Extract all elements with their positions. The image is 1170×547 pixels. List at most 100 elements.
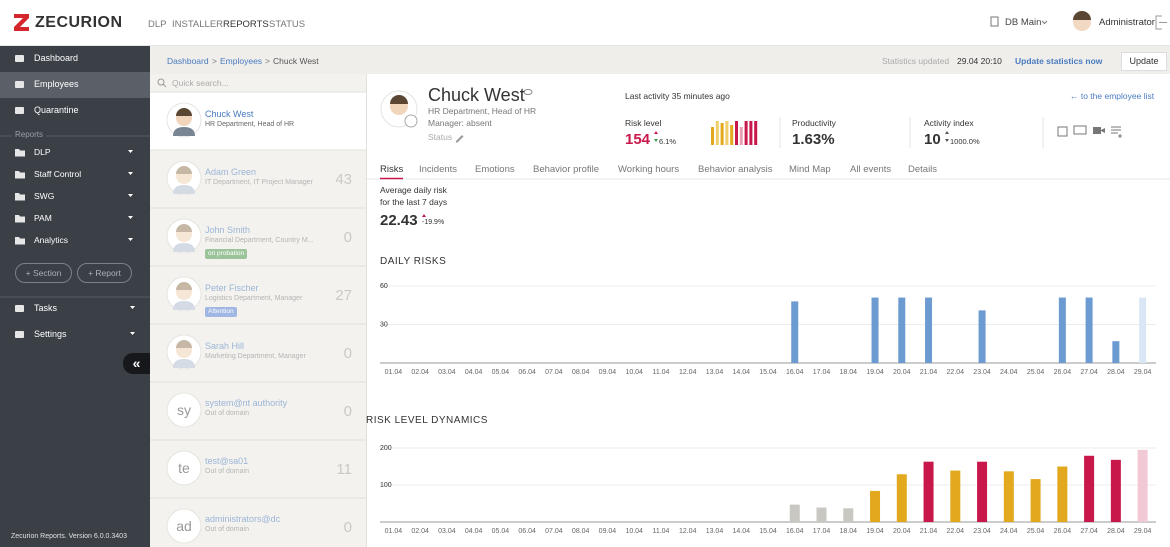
x-tick-label: 05.04 [492, 369, 510, 376]
tab[interactable]: Behavior analysis [698, 164, 773, 175]
tool-icon [1111, 126, 1122, 138]
bar [898, 297, 906, 363]
mini-bar [730, 125, 734, 145]
breadcrumb-item[interactable]: Employees [220, 56, 263, 66]
mini-bar [739, 127, 743, 145]
breadcrumb-separator: > [212, 56, 217, 66]
employee-name[interactable]: Peter Fischer [205, 283, 259, 293]
menu-item[interactable]: PAM [34, 213, 52, 223]
employee-name[interactable]: test@sa01 [205, 456, 249, 466]
bar [843, 508, 854, 522]
x-tick-label: 03.04 [438, 528, 456, 535]
add-section[interactable]: + Section [15, 263, 72, 283]
x-tick-label: 12.04 [679, 528, 697, 535]
tab[interactable]: Details [908, 164, 938, 175]
tab[interactable]: Risks [380, 164, 404, 175]
x-tick-label: 06.04 [518, 528, 536, 535]
tab[interactable]: All events [850, 164, 892, 175]
x-tick-label: 29.04 [1134, 528, 1152, 535]
menu-item[interactable]: Quarantine [34, 105, 79, 115]
x-tick-label: 04.04 [465, 369, 483, 376]
profile-status[interactable]: Status [428, 132, 453, 142]
back-link[interactable]: ← to the employee list [1070, 91, 1155, 101]
x-tick-label: 01.04 [385, 528, 403, 535]
employee-name[interactable]: administrators@dc [205, 514, 281, 524]
update-link[interactable]: Update statistics now [1015, 56, 1103, 66]
tab[interactable]: Emotions [475, 164, 515, 175]
employee-name[interactable]: John Smith [205, 225, 251, 235]
tool-icon [1073, 125, 1087, 135]
profile-name: Chuck West [428, 85, 525, 105]
breadcrumb-item: Chuck West [273, 56, 319, 66]
bar [977, 461, 988, 522]
y-tick-label: 200 [380, 445, 392, 452]
x-tick-label: 12.04 [679, 369, 697, 376]
x-tick-label: 23.04 [973, 369, 991, 376]
breadcrumb-item[interactable]: Dashboard [167, 56, 209, 66]
bar [1110, 459, 1121, 522]
add-report[interactable]: + Report [77, 263, 132, 283]
bar [1112, 341, 1120, 363]
employee-name[interactable]: Sarah Hill [205, 341, 245, 351]
version: Zecurion Reports. Version 6.0.0.3403 [11, 533, 127, 540]
bar [1085, 297, 1093, 363]
tab[interactable]: Incidents [419, 164, 458, 175]
change-arrow [654, 131, 658, 134]
profile-manager: Manager: absent [428, 118, 492, 128]
tab[interactable]: Behavior profile [533, 164, 600, 175]
db-select[interactable]: DB Main [1005, 17, 1042, 28]
menu-item[interactable]: Analytics [34, 235, 69, 245]
x-tick-label: 29.04 [1134, 369, 1152, 376]
pencil-icon [456, 135, 464, 143]
bar [789, 504, 800, 522]
menu-item[interactable]: Staff Control [34, 169, 82, 179]
employee-score: 0 [343, 403, 352, 420]
mini-bar [711, 127, 714, 145]
user-name[interactable]: Administrator [1099, 17, 1155, 28]
x-tick-label: 18.04 [840, 528, 858, 535]
x-tick-label: 13.04 [706, 369, 724, 376]
menu-item[interactable]: DLP [34, 147, 51, 157]
bar [1057, 466, 1068, 522]
employee-name[interactable]: Chuck West [205, 109, 254, 119]
logo: ZECURION [35, 14, 123, 31]
change-arrow [654, 139, 658, 142]
profile-face [390, 97, 408, 115]
tab[interactable]: Mind Map [789, 164, 831, 175]
chart-title: DAILY RISKS [380, 256, 447, 267]
x-tick-label: 11.04 [652, 369, 669, 376]
nav-link[interactable]: DLP [148, 19, 167, 30]
menu-item[interactable]: Dashboard [34, 53, 79, 63]
tab[interactable]: Working hours [618, 164, 680, 175]
nav-link[interactable]: INSTALLER [172, 19, 224, 30]
update-button[interactable]: Update [1121, 52, 1167, 71]
bar [1058, 297, 1066, 363]
tool-icon [1101, 128, 1105, 133]
top-bar [0, 0, 1170, 46]
employee-dept: Marketing Department, Manager [205, 353, 306, 360]
employee-dept: Out of domain [205, 526, 249, 533]
employee-name[interactable]: Adam Green [205, 167, 257, 177]
y-tick-label: 60 [380, 283, 388, 290]
change-arrow [945, 131, 949, 134]
change-arrow [422, 214, 426, 217]
eye-icon [523, 89, 533, 95]
mini-bar [735, 121, 738, 145]
menu-item[interactable]: Employees [34, 79, 79, 89]
menu-item[interactable]: Settings [34, 329, 67, 339]
menu-item[interactable]: Tasks [34, 303, 58, 313]
nav-link[interactable]: REPORTS [223, 19, 269, 30]
collapse-button[interactable]: « [123, 353, 150, 374]
x-tick-label: 20.04 [893, 528, 911, 535]
bar [923, 461, 934, 522]
search-input[interactable]: Quick search... [172, 78, 229, 88]
x-tick-label: 03.04 [438, 369, 456, 376]
employee-name[interactable]: system@nt authority [205, 398, 288, 408]
breadcrumb-bar [150, 46, 1170, 74]
nav-link[interactable]: STATUS [269, 19, 306, 30]
menu-item[interactable]: SWG [34, 191, 55, 201]
summary-label: Average daily risk [380, 185, 447, 195]
metric-change: 1000.0% [950, 137, 980, 146]
mini-bar [754, 121, 758, 145]
x-tick-label: 01.04 [385, 369, 403, 376]
